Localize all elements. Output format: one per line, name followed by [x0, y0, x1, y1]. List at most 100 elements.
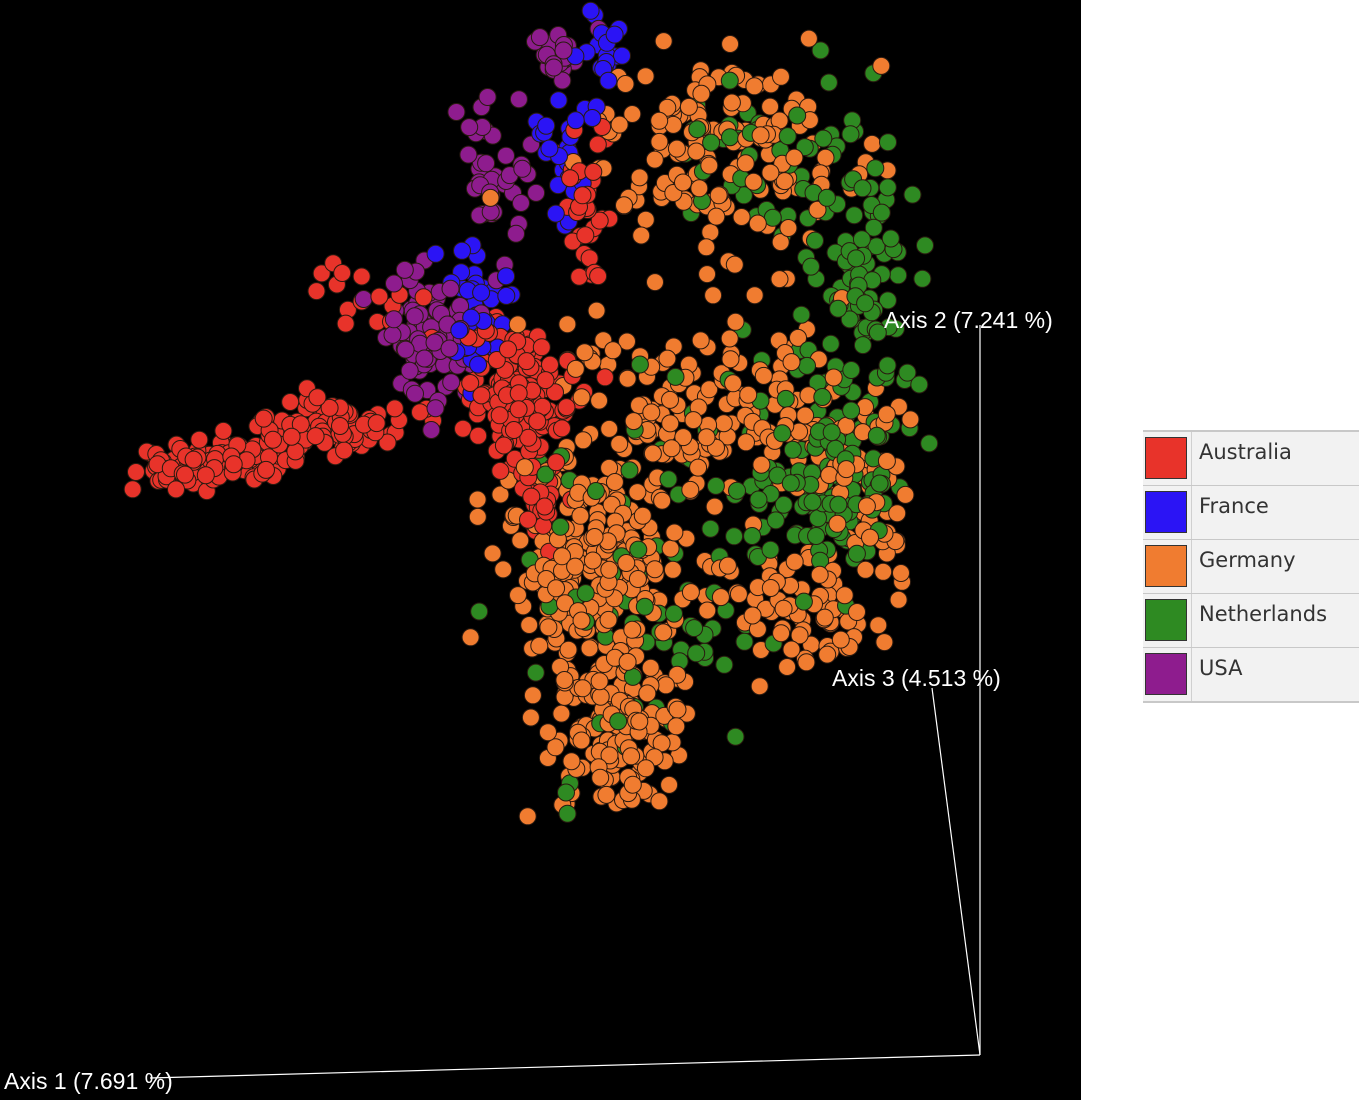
scatter-point-germany: [785, 148, 804, 167]
legend-swatch-netherlands[interactable]: [1145, 599, 1187, 641]
legend-swatch-france[interactable]: [1145, 491, 1187, 533]
scatter-point-australia: [522, 487, 541, 506]
legend-item-australia[interactable]: Australia: [1143, 432, 1359, 486]
scatter-point-germany: [889, 590, 908, 609]
scatter-point-germany: [700, 380, 719, 399]
scatter-point-germany: [616, 75, 635, 93]
scatter-point-germany: [720, 329, 739, 348]
scatter-point-germany: [624, 412, 643, 431]
scatter-point-germany: [661, 539, 680, 558]
scatter-point-usa: [426, 399, 445, 418]
scatter-point-netherlands: [821, 334, 840, 353]
scatter-point-australia: [411, 403, 429, 422]
legend-label-usa: USA: [1199, 656, 1243, 680]
scatter-point-germany: [646, 273, 664, 292]
scatter-point-netherlands: [817, 188, 836, 207]
scatter-point-germany: [877, 452, 896, 470]
scatter-point-germany: [770, 270, 789, 289]
legend-item-germany[interactable]: Germany: [1143, 540, 1359, 594]
scatter-point-netherlands: [853, 336, 872, 355]
scatter-point-netherlands: [845, 206, 864, 225]
scatter-point-germany: [630, 168, 649, 187]
scatter-point-germany: [523, 686, 542, 705]
scatter-point-netherlands: [872, 203, 891, 222]
scatter-point-germany: [861, 528, 879, 547]
scatter-point-australia: [370, 287, 389, 306]
scatter-point-germany: [737, 433, 755, 452]
scatter-point-australia: [573, 186, 592, 205]
scatter-point-usa: [384, 310, 403, 329]
scatter-point-germany: [539, 723, 557, 742]
plot-panel[interactable]: Axis 1 (7.691 %) Axis 2 (7.241 %) Axis 3…: [0, 0, 1081, 1100]
scatter-point-germany: [661, 414, 680, 433]
scatter-point-usa: [354, 290, 373, 308]
scatter-point-germany: [772, 624, 791, 643]
scatter-point-germany: [555, 671, 574, 689]
legend-item-usa[interactable]: USA: [1143, 648, 1359, 701]
scatter-point-australia: [536, 371, 555, 390]
legend-item-netherlands[interactable]: Netherlands: [1143, 594, 1359, 648]
scatter-point-germany: [824, 368, 843, 387]
scatter-point-germany: [642, 403, 661, 422]
scatter-point-australia: [576, 226, 595, 245]
scatter-point-australia: [367, 414, 386, 433]
scatter-point-germany: [663, 560, 682, 579]
scatter-point-germany: [761, 163, 780, 182]
scatter-point-australia: [504, 421, 523, 439]
scatter-point-australia: [331, 417, 349, 435]
scatter-point-netherlands: [536, 465, 555, 484]
scatter-point-germany: [748, 214, 767, 233]
scatter-point-germany: [831, 630, 850, 649]
scatter-point-germany: [587, 301, 606, 320]
scatter-point-germany: [754, 366, 773, 385]
scatter-point-germany: [857, 497, 876, 516]
scatter-point-netherlands: [721, 128, 739, 147]
scatter-point-germany: [739, 385, 758, 404]
scatter-point-netherlands: [913, 269, 932, 288]
scatter-point-germany: [782, 353, 801, 372]
scatter-point-australia: [196, 466, 215, 485]
legend-swatch-usa[interactable]: [1145, 653, 1187, 695]
scatter-point-germany: [481, 188, 500, 207]
scatter-point-germany: [743, 606, 762, 625]
scatter-point-germany: [590, 391, 609, 410]
scatter-point-france: [462, 308, 481, 327]
scatter-point-australia: [509, 400, 528, 419]
scatter-point-germany: [872, 56, 891, 75]
scatter-point-usa: [553, 71, 572, 90]
scatter-point-usa: [509, 90, 528, 109]
legend-divider: [1191, 648, 1192, 701]
scatter-point-germany: [617, 554, 636, 572]
legend-swatch-australia[interactable]: [1145, 437, 1187, 479]
scatter-point-australia: [254, 409, 273, 428]
scatter-point-australia: [127, 463, 145, 481]
scatter-point-australia: [264, 430, 282, 449]
scatter-point-germany: [874, 562, 893, 581]
scatter-point-netherlands: [687, 644, 706, 663]
scatter-point-germany: [799, 29, 818, 48]
scatter-point-australia: [286, 442, 305, 461]
scatter-point-germany: [622, 747, 641, 766]
scatter-point-australia: [224, 455, 243, 474]
scatter-point-germany: [511, 531, 530, 550]
scatter-point-germany: [721, 35, 740, 53]
scatter-point-france: [537, 116, 556, 135]
scatter-point-germany: [667, 717, 686, 736]
legend-item-france[interactable]: France: [1143, 486, 1359, 540]
legend-swatch-germany[interactable]: [1145, 545, 1187, 587]
legend-divider: [1191, 432, 1192, 485]
scatter-point-germany: [645, 560, 664, 579]
scatter-point-australia: [519, 428, 538, 447]
scatter-plot[interactable]: Axis 1 (7.691 %) Axis 2 (7.241 %) Axis 3…: [0, 0, 1081, 1100]
scatter-point-germany: [515, 458, 534, 477]
scatter-point-germany: [645, 150, 664, 169]
scatter-point-germany: [623, 620, 642, 639]
scatter-point-germany: [615, 196, 633, 215]
scatter-point-australia: [176, 465, 194, 484]
scatter-point-australia: [308, 388, 327, 407]
scatter-point-australia: [282, 427, 301, 446]
scatter-point-germany: [654, 623, 673, 642]
scatter-point-netherlands: [659, 470, 678, 489]
scatter-point-netherlands: [920, 434, 939, 453]
scatter-point-france: [613, 46, 631, 65]
